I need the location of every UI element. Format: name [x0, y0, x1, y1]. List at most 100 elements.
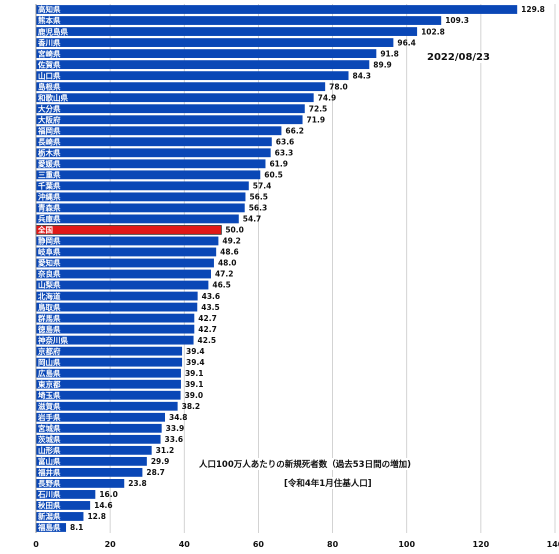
- category-label: 熊本県: [38, 15, 61, 25]
- category-label: 山梨県: [38, 280, 61, 290]
- bar: [36, 478, 125, 488]
- category-label: 岡山県: [38, 357, 61, 367]
- value-label: 72.5: [309, 104, 328, 113]
- date-annotation: 2022/08/23: [427, 52, 490, 63]
- x-tick-label: 120: [473, 540, 490, 549]
- bar: [36, 523, 67, 532]
- bar: [36, 214, 239, 224]
- category-label: 岩手県: [37, 412, 61, 422]
- category-label: 広島県: [38, 368, 61, 378]
- value-label: 84.3: [353, 71, 372, 80]
- value-label: 12.8: [87, 512, 106, 521]
- value-label: 54.7: [243, 215, 262, 224]
- bar: [36, 170, 261, 180]
- bar: [36, 258, 214, 268]
- bar: [36, 401, 178, 411]
- value-label: 91.8: [380, 49, 399, 58]
- bar: [36, 335, 194, 345]
- value-label: 8.1: [70, 523, 83, 532]
- category-label: 北海道: [38, 291, 61, 301]
- category-label: 岐阜県: [38, 247, 61, 257]
- category-label: 山形県: [38, 445, 61, 455]
- x-axis: 0 20 40 60 80 100 120 140: [33, 4, 559, 549]
- value-label: 29.9: [151, 457, 170, 466]
- bar: [36, 49, 377, 59]
- value-label: 43.6: [202, 292, 221, 301]
- value-label: 33.6: [165, 435, 184, 444]
- chart-caption: 人口100万人あたりの新規死者数（過去53日間の増加): [199, 458, 411, 470]
- bars: 高知県 129.8 熊本県 109.3 鹿児島県 102.8 香川県 96.4 宮崎県 91.8 佐…: [35, 4, 545, 532]
- bar: [36, 137, 272, 147]
- bar: [36, 390, 181, 400]
- bar: [36, 104, 305, 114]
- bar: [36, 490, 96, 499]
- value-label: 48.0: [218, 259, 237, 268]
- bar: [36, 38, 394, 47]
- category-label: 大阪府: [38, 114, 61, 124]
- bar: [36, 27, 418, 36]
- category-label: 島根県: [38, 81, 61, 91]
- bar: [36, 203, 245, 213]
- category-label: 福井県: [37, 467, 61, 477]
- category-label: 秋田県: [37, 500, 61, 510]
- x-tick-label: 40: [179, 540, 191, 549]
- category-label: 佐賀県: [37, 59, 61, 69]
- value-label: 16.0: [99, 490, 118, 499]
- category-label: 福島県: [37, 522, 61, 532]
- bar-highlight: [35, 225, 222, 235]
- category-label: 香川県: [37, 37, 61, 47]
- category-label: 鳥取県: [38, 302, 61, 312]
- value-label: 50.0: [225, 226, 244, 235]
- value-label: 129.8: [521, 5, 545, 14]
- value-label: 42.7: [198, 314, 217, 323]
- bar: [36, 93, 314, 103]
- bar: [36, 280, 209, 290]
- value-label: 33.9: [166, 424, 185, 433]
- category-label: 滋賀県: [38, 401, 61, 411]
- x-tick-label: 140: [547, 540, 559, 549]
- bar: [36, 181, 249, 191]
- category-label: 群馬県: [37, 313, 61, 323]
- bar: [36, 467, 143, 477]
- value-label: 23.8: [128, 479, 147, 488]
- value-label: 61.9: [269, 160, 288, 169]
- x-tick-label: 20: [105, 540, 117, 549]
- bar: [36, 302, 198, 312]
- bar: [36, 5, 518, 14]
- category-label: 奈良県: [37, 269, 61, 279]
- bar: [36, 412, 166, 422]
- value-label: 46.5: [212, 281, 231, 290]
- bar: [36, 324, 195, 334]
- category-label: 埼玉県: [38, 390, 61, 400]
- value-label: 63.6: [276, 137, 295, 146]
- value-label: 56.5: [249, 193, 268, 202]
- value-label: 31.2: [156, 446, 175, 455]
- value-label: 89.9: [373, 60, 392, 69]
- value-label: 39.1: [185, 369, 204, 378]
- bar: [36, 501, 91, 510]
- value-label: 39.4: [186, 347, 205, 356]
- bar: [36, 291, 198, 301]
- bar: [36, 368, 181, 378]
- value-label: 34.8: [169, 413, 188, 422]
- value-label: 60.5: [264, 171, 283, 180]
- category-label: 静岡県: [38, 236, 61, 246]
- value-label: 56.3: [249, 204, 268, 213]
- value-label: 48.6: [220, 248, 239, 257]
- bar: [36, 445, 152, 455]
- category-label: 愛媛県: [38, 159, 61, 169]
- bar: [36, 512, 84, 521]
- bar: [36, 313, 195, 323]
- category-label: 三重県: [38, 170, 61, 180]
- value-label: 42.5: [198, 336, 217, 345]
- bar: [36, 16, 442, 25]
- bar: [36, 60, 370, 70]
- bar: [36, 82, 326, 92]
- category-label: 沖縄県: [38, 192, 61, 202]
- category-label: 新潟県: [38, 511, 61, 521]
- category-label: 山口県: [38, 70, 61, 80]
- category-label: 青森県: [38, 203, 61, 213]
- x-tick-label: 60: [253, 540, 265, 549]
- bar: [36, 434, 161, 444]
